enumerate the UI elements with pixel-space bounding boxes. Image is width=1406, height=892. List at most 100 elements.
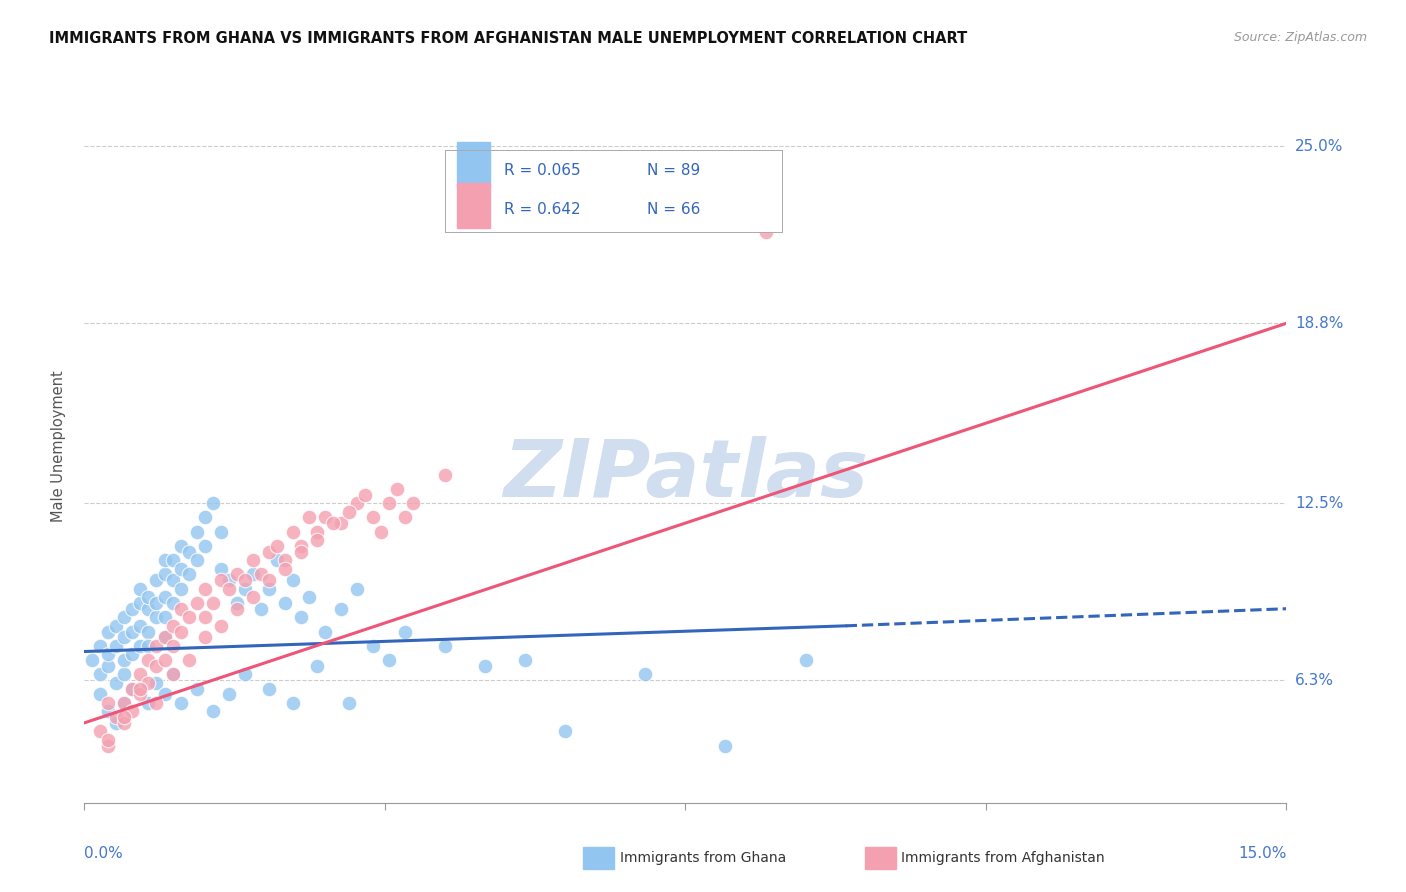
Point (97, 733, 120, 747)
Point (257, 582, 280, 596)
Point (346, 582, 368, 596)
Point (145, 573, 167, 587)
Point (145, 658, 167, 673)
Text: N = 66: N = 66 (647, 202, 700, 218)
Text: 0.0%: 0.0% (84, 846, 124, 861)
Point (218, 687, 240, 701)
Point (474, 658, 496, 673)
Point (515, 653, 537, 667)
Point (266, 539, 288, 553)
Text: Immigrants from Ghana: Immigrants from Ghana (620, 851, 786, 865)
Point (361, 639, 384, 653)
Point (129, 687, 152, 701)
Point (97, 739, 120, 753)
Point (105, 619, 128, 633)
Point (218, 573, 240, 587)
Point (755, 225, 778, 239)
Point (121, 705, 143, 719)
Point (82, 653, 104, 667)
Point (153, 610, 176, 624)
Point (97, 648, 120, 662)
Point (129, 619, 152, 633)
Point (97, 696, 120, 710)
Point (89, 667, 111, 681)
Point (138, 591, 160, 605)
Point (378, 653, 401, 667)
Text: 25.0%: 25.0% (1295, 139, 1343, 153)
Point (89, 687, 111, 701)
Point (194, 510, 217, 524)
Text: IMMIGRANTS FROM GHANA VS IMMIGRANTS FROM AFGHANISTAN MALE UNEMPLOYMENT CORRELATI: IMMIGRANTS FROM GHANA VS IMMIGRANTS FROM… (49, 31, 967, 46)
Point (370, 524, 392, 539)
Point (274, 553, 297, 567)
Point (249, 567, 271, 582)
Point (114, 653, 135, 667)
Text: ZIPatlas: ZIPatlas (503, 435, 868, 514)
Point (177, 610, 200, 624)
Point (329, 601, 352, 615)
Point (233, 573, 256, 587)
Point (145, 596, 167, 610)
Point (169, 539, 191, 553)
Point (114, 696, 135, 710)
Point (162, 667, 184, 681)
Point (322, 516, 344, 530)
Text: Immigrants from Afghanistan: Immigrants from Afghanistan (901, 851, 1105, 865)
Point (337, 696, 360, 710)
Point (169, 624, 191, 639)
Point (177, 544, 200, 558)
Point (554, 724, 576, 739)
Point (105, 639, 128, 653)
Point (162, 639, 184, 653)
Point (794, 653, 817, 667)
Text: R = 0.642: R = 0.642 (503, 202, 581, 218)
Point (153, 687, 176, 701)
Point (209, 619, 232, 633)
Point (177, 653, 200, 667)
Point (138, 696, 160, 710)
Point (97, 658, 120, 673)
Point (194, 582, 217, 596)
Point (290, 544, 312, 558)
Point (129, 639, 152, 653)
Point (402, 496, 425, 510)
Point (201, 705, 224, 719)
Point (138, 653, 160, 667)
Point (266, 553, 288, 567)
Point (89, 724, 111, 739)
Point (186, 681, 208, 696)
Point (129, 596, 152, 610)
Point (305, 524, 328, 539)
Point (194, 610, 217, 624)
Point (114, 630, 135, 644)
Point (209, 573, 232, 587)
Point (274, 562, 297, 576)
Point (153, 567, 176, 582)
Point (298, 591, 321, 605)
Point (169, 601, 191, 615)
Point (121, 624, 143, 639)
Point (153, 591, 176, 605)
Point (186, 596, 208, 610)
Point (121, 681, 143, 696)
Point (169, 696, 191, 710)
Point (162, 596, 184, 610)
Bar (457, 142, 491, 186)
Point (114, 667, 135, 681)
Point (354, 487, 377, 501)
Point (201, 496, 224, 510)
Point (153, 553, 176, 567)
Point (105, 676, 128, 690)
Text: R = 0.065: R = 0.065 (503, 163, 581, 178)
Text: Source: ZipAtlas.com: Source: ZipAtlas.com (1233, 31, 1367, 45)
Point (97, 624, 120, 639)
Point (177, 567, 200, 582)
Text: 6.3%: 6.3% (1295, 673, 1334, 688)
Text: 18.8%: 18.8% (1295, 316, 1343, 331)
Point (145, 696, 167, 710)
Point (394, 624, 416, 639)
Point (242, 591, 264, 605)
Point (201, 596, 224, 610)
Point (314, 510, 336, 524)
Point (138, 624, 160, 639)
